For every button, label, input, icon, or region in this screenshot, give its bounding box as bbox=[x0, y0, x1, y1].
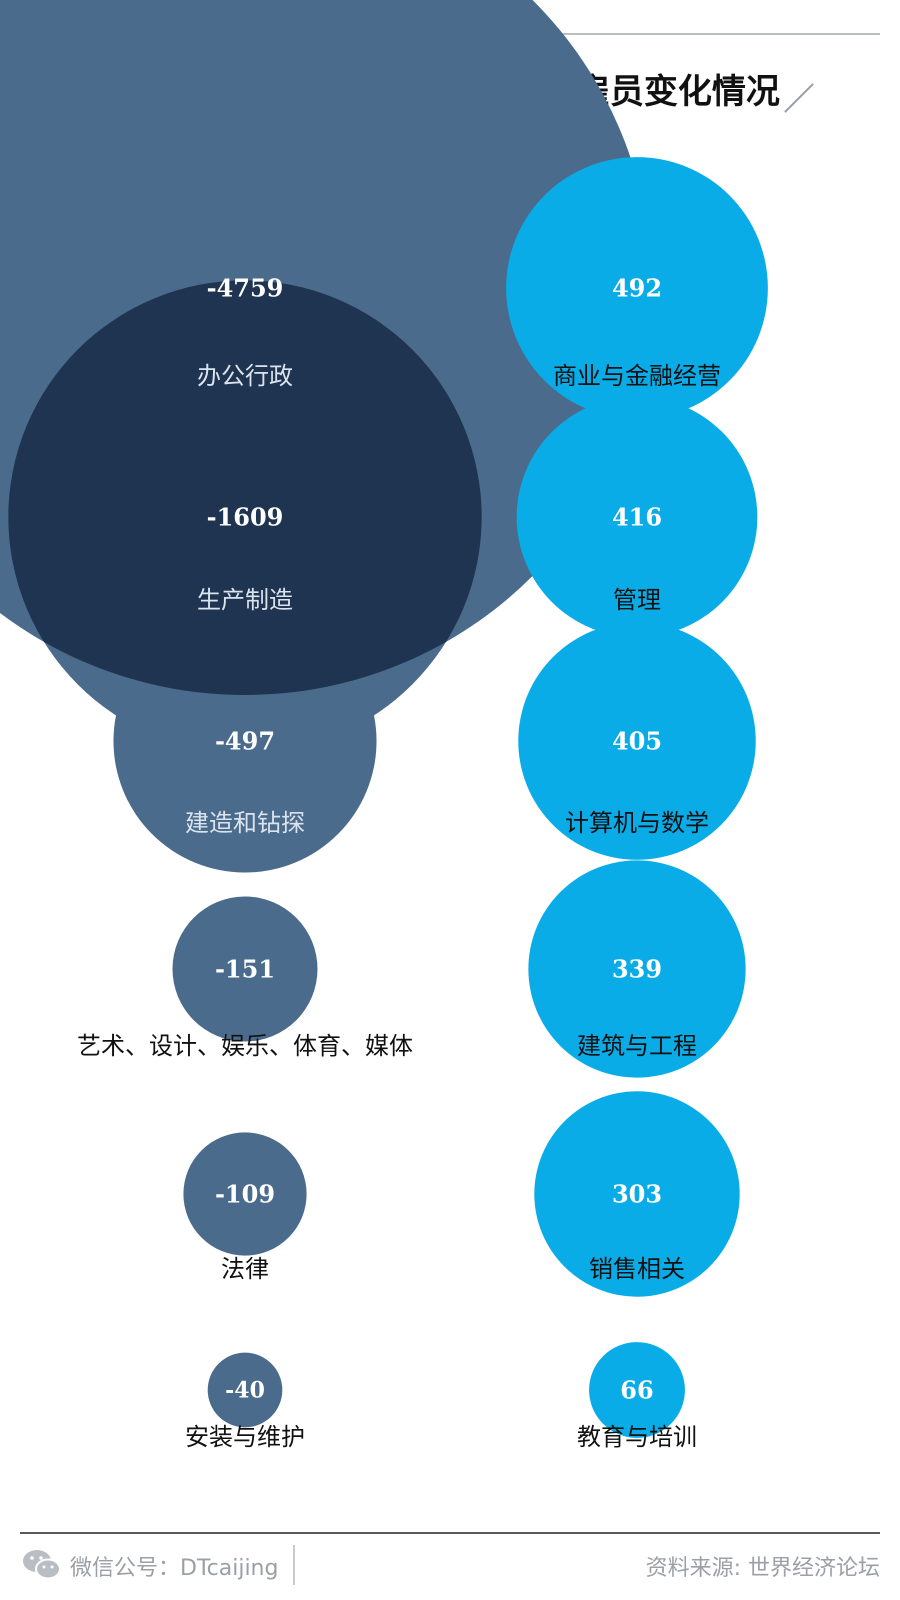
bubble bbox=[172, 896, 318, 1042]
value-label: -151 bbox=[215, 954, 275, 983]
value-label: -1609 bbox=[207, 502, 284, 531]
bubble bbox=[207, 1352, 283, 1428]
bubble bbox=[534, 1091, 740, 1297]
data-source: 资料来源: 世界经济论坛 bbox=[645, 1556, 880, 1581]
category-label: 法律 bbox=[221, 1255, 269, 1283]
value-labels: -4759 -1609 -497 -151 -109 -40 492 416 405 339 303… bbox=[207, 273, 662, 1404]
bubble bbox=[589, 1342, 685, 1438]
category-label: 生产制造 bbox=[197, 586, 293, 614]
value-label: 492 bbox=[612, 273, 662, 302]
wechat-account: 微信公号：DTcaijing bbox=[70, 1556, 279, 1581]
category-label: 教育与培训 bbox=[577, 1423, 697, 1451]
category-label: 建筑与工程 bbox=[577, 1032, 697, 1060]
bubble bbox=[506, 157, 768, 419]
value-label: 303 bbox=[612, 1179, 662, 1208]
category-label: 商业与金融经营 bbox=[553, 362, 721, 390]
value-label: 339 bbox=[612, 954, 662, 983]
bubble bbox=[183, 1132, 307, 1256]
category-label: 管理 bbox=[613, 586, 661, 614]
bubble-overlap bbox=[8, 280, 482, 696]
bubble bbox=[518, 622, 756, 860]
category-label: 安装与维护 bbox=[185, 1423, 305, 1451]
value-label: -40 bbox=[225, 1378, 265, 1404]
bubbles bbox=[0, 0, 768, 1438]
footer-separator bbox=[293, 1545, 295, 1585]
value-label: 66 bbox=[620, 1375, 653, 1404]
footer-divider bbox=[20, 1532, 880, 1534]
bubble bbox=[528, 860, 746, 1078]
value-label: 405 bbox=[612, 726, 662, 755]
value-label: -497 bbox=[215, 726, 275, 755]
value-label: -4759 bbox=[207, 273, 284, 302]
category-label: 艺术、设计、娱乐、体育、媒体 bbox=[77, 1032, 413, 1060]
value-label: 416 bbox=[612, 502, 662, 531]
bubble bbox=[516, 396, 758, 638]
wechat-icon bbox=[23, 1550, 61, 1580]
category-label: 计算机与数学 bbox=[565, 809, 709, 837]
category-label: 办公行政 bbox=[197, 362, 293, 390]
category-label: 建造和钻探 bbox=[185, 809, 305, 837]
bubble-chart: -4759 -1609 -497 -151 -109 -40 492 416 405 339 303… bbox=[0, 0, 768, 1451]
value-label: -109 bbox=[215, 1179, 275, 1208]
category-label: 销售相关 bbox=[589, 1255, 685, 1283]
